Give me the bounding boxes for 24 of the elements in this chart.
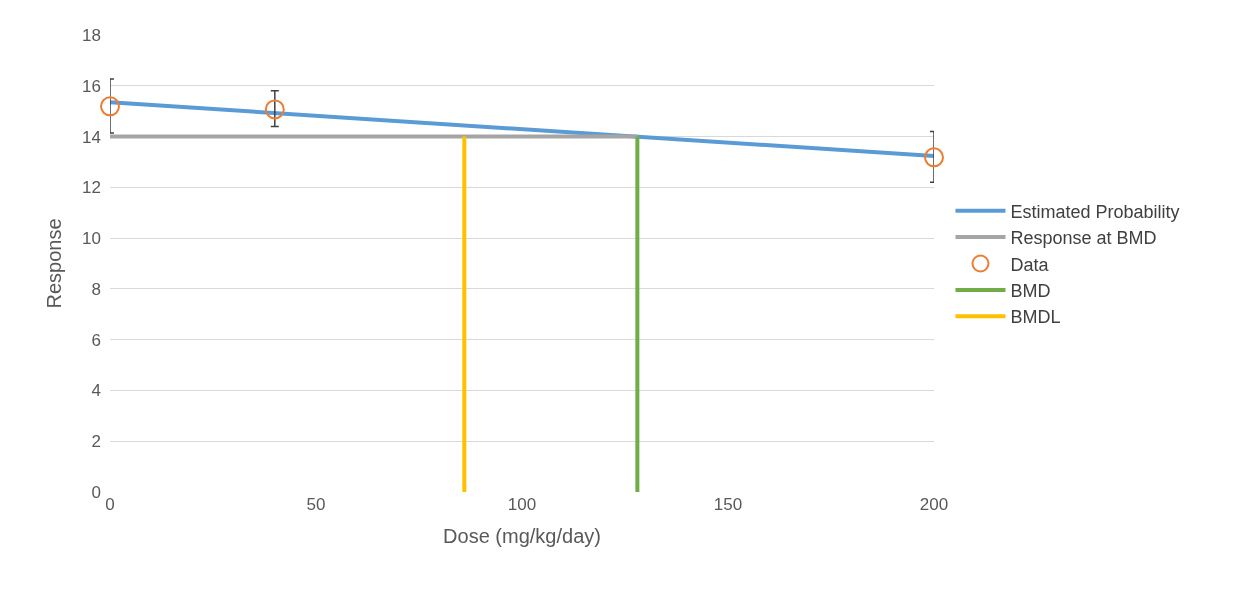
y-tick-label: 16 (82, 76, 101, 96)
x-tick-label: 150 (713, 495, 743, 514)
y-tick-label: 14 (82, 127, 101, 147)
point (264, 99, 285, 120)
y-axis-title: Response (42, 218, 65, 309)
point (924, 147, 944, 168)
y-tick-label: 2 (91, 432, 101, 452)
legend-label: Response at BMD (1010, 228, 1157, 249)
y-tick-label: 6 (91, 330, 101, 350)
x-tick-label: 100 (507, 495, 537, 514)
point (100, 96, 120, 117)
legend-label: BMD (1010, 280, 1051, 301)
legend-label: BMDL (1010, 307, 1061, 328)
x-tick-label: 0 (105, 495, 115, 514)
y-tick-label: 18 (82, 25, 101, 45)
y-tick-label: 8 (91, 279, 101, 299)
legend-label: Estimated Probability (1010, 201, 1180, 222)
y-tick-label: 4 (91, 381, 101, 401)
y-tick-label: 12 (82, 178, 101, 198)
x-tick-label: 200 (919, 495, 949, 514)
y-tick-label: 10 (82, 229, 101, 249)
x-tick-label: 50 (306, 495, 326, 514)
x-axis-title: Dose (mg/kg/day) (443, 524, 601, 547)
legend-label: Data (1010, 254, 1050, 275)
